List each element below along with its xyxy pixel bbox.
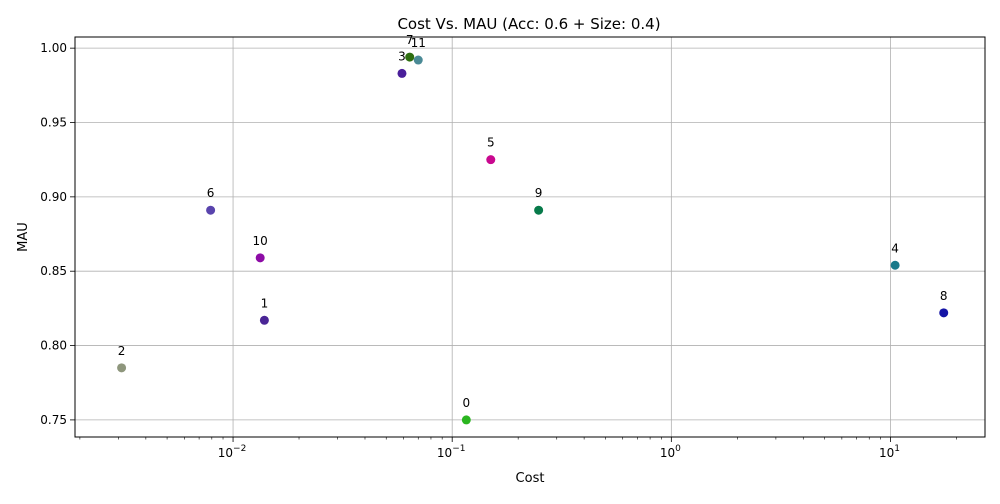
data-point-label: 4 <box>891 241 899 255</box>
data-point-label: 7 <box>406 33 414 47</box>
x-tick-exponent: 1 <box>894 444 900 454</box>
x-tick-base: 10 <box>437 446 452 460</box>
y-tick-label: 0.75 <box>40 413 67 427</box>
x-tick-exponent: −1 <box>452 444 465 454</box>
y-tick-label: 0.95 <box>40 116 67 130</box>
x-tick-label: 10−2 <box>218 444 247 460</box>
x-tick-base: 10 <box>660 446 675 460</box>
data-points <box>117 52 949 425</box>
data-point <box>461 415 471 425</box>
data-point <box>206 205 216 215</box>
x-tick-exponent: 0 <box>675 444 681 454</box>
y-tick-label: 0.80 <box>40 339 67 353</box>
data-point-label: 11 <box>411 36 426 50</box>
data-point-label: 8 <box>940 289 948 303</box>
data-point <box>255 253 265 263</box>
data-point-label: 9 <box>535 186 543 200</box>
data-point <box>413 55 423 65</box>
point-labels: 0 1 2 3 4 5 6 7 8 9 10 11 <box>118 33 948 410</box>
y-tick-label: 0.90 <box>40 190 67 204</box>
x-tick-label: 101 <box>879 444 900 460</box>
y-axis-label: MAU <box>16 222 31 252</box>
data-point-label: 10 <box>253 234 268 248</box>
data-point-label: 0 <box>462 396 470 410</box>
grid <box>75 37 985 437</box>
data-point <box>405 52 415 62</box>
x-tick-exponent: −2 <box>233 444 246 454</box>
x-tick-label: 10−1 <box>437 444 466 460</box>
y-tick-label: 1.00 <box>40 41 67 55</box>
data-point-label: 2 <box>118 344 126 358</box>
data-point <box>534 205 544 215</box>
data-point <box>890 260 900 270</box>
data-point-label: 1 <box>261 296 269 310</box>
x-axis-label: Cost <box>516 471 545 486</box>
data-point <box>939 308 949 318</box>
plot-area-border <box>74 36 986 438</box>
data-point-label: 6 <box>207 186 215 200</box>
y-tick-label: 0.85 <box>40 264 67 278</box>
x-tick-label: 100 <box>660 444 681 460</box>
x-tick-base: 10 <box>879 446 894 460</box>
data-point-label: 5 <box>487 136 495 150</box>
data-point <box>117 363 127 373</box>
x-tick-base: 10 <box>218 446 233 460</box>
chart-title: Cost Vs. MAU (Acc: 0.6 + Size: 0.4) <box>397 15 660 33</box>
data-point <box>486 155 496 165</box>
data-point-label: 3 <box>398 49 406 63</box>
data-point <box>397 68 407 78</box>
data-point <box>259 315 269 325</box>
